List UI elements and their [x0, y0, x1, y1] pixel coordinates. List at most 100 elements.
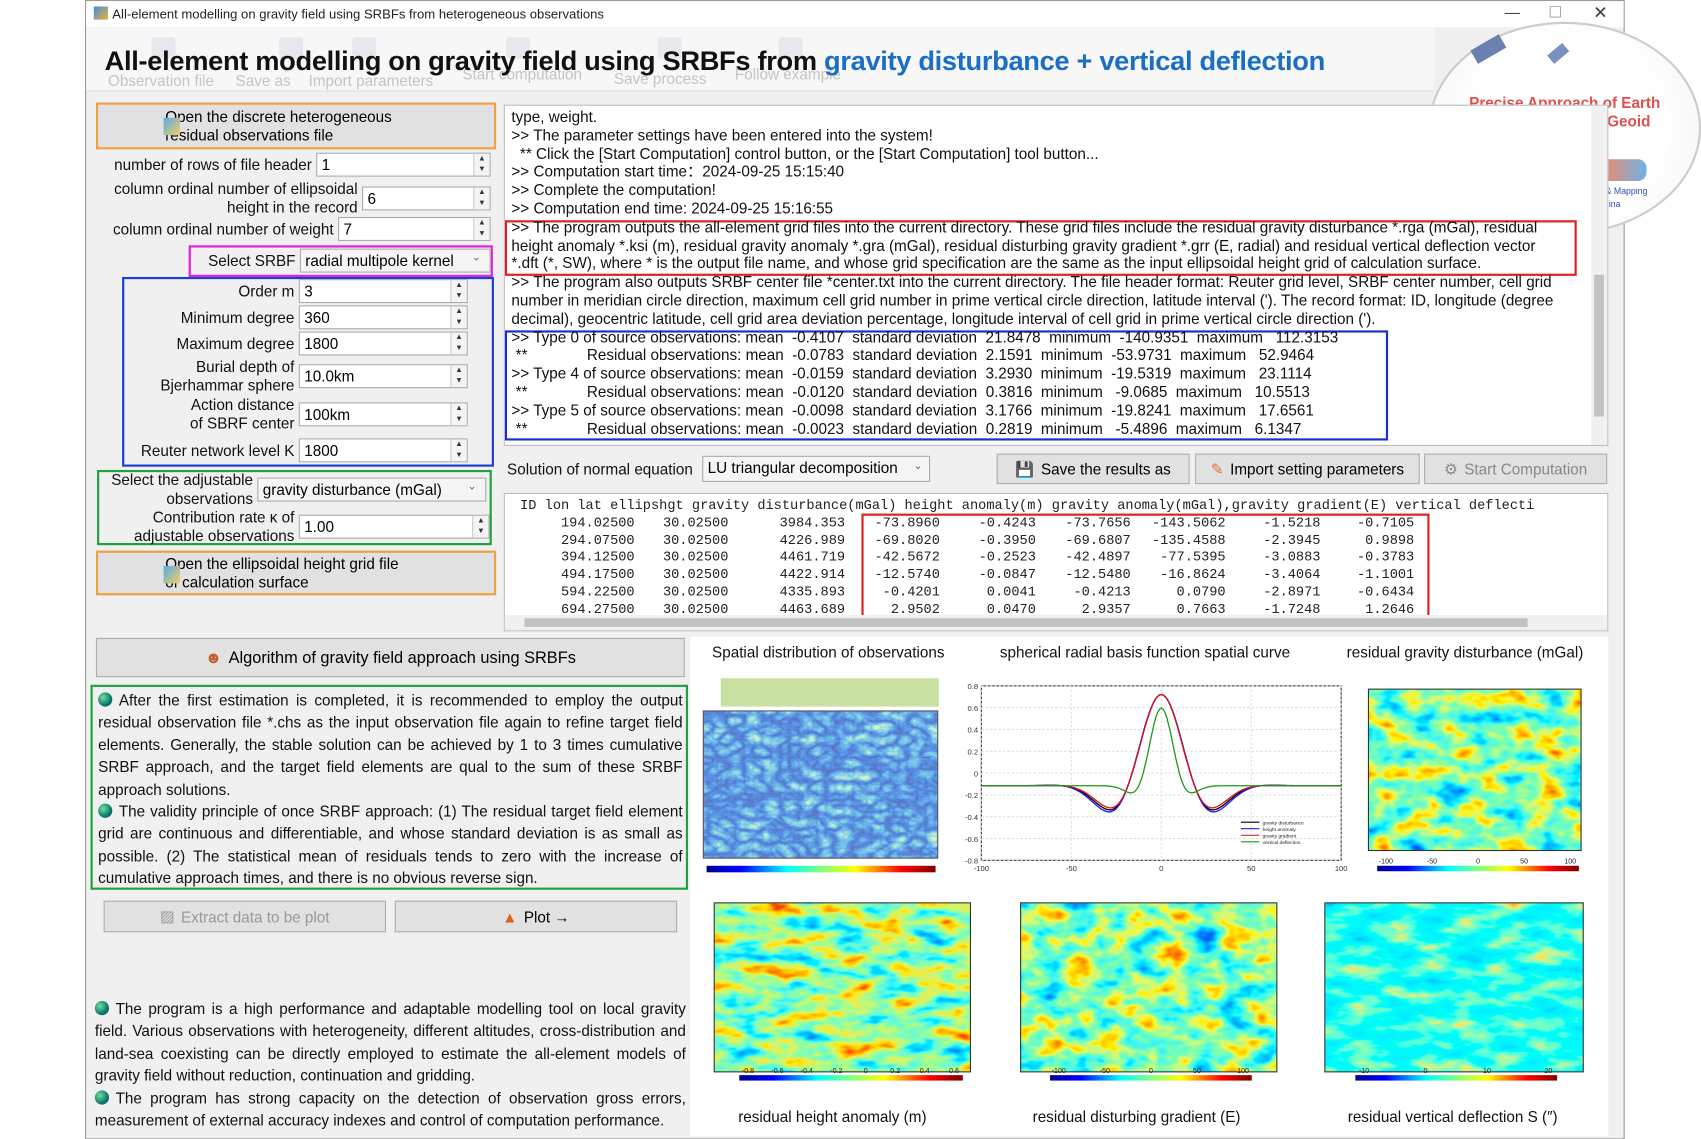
toolbar-label[interactable]: Start computation: [462, 65, 582, 83]
toolbar-icon[interactable]: [352, 37, 377, 59]
start-button[interactable]: ⚙ Start Computation: [1424, 453, 1608, 485]
legend-label: vertical deflection: [1263, 840, 1301, 846]
spin-buttons[interactable]: ▲ ▼: [450, 280, 467, 303]
spin-buttons[interactable]: ▲ ▼: [450, 403, 467, 426]
spin-buttons[interactable]: ▲ ▼: [450, 439, 467, 462]
spin-buttons[interactable]: ▲ ▼: [473, 153, 490, 176]
spin-buttons[interactable]: ▲ ▼: [472, 515, 489, 538]
map-frame: [1324, 902, 1584, 1073]
table-cell: 30.02500: [662, 584, 729, 600]
y-tick-label: -0.4: [965, 813, 979, 822]
import-button[interactable]: ✎ Import setting parameters: [1195, 453, 1420, 485]
colorbar-label: 0: [1424, 1067, 1428, 1075]
toolbar-icon[interactable]: [778, 37, 803, 59]
extract-button[interactable]: ▨ Extract data to be plot: [103, 900, 387, 933]
spin-buttons[interactable]: ▲ ▼: [473, 218, 490, 240]
label-line: height in the record: [226, 198, 358, 216]
colorbar: [706, 865, 936, 873]
spin-buttons[interactable]: ▲ ▼: [450, 332, 467, 355]
note-paragraph: The program is a high performance and ad…: [94, 998, 686, 1087]
open-observations-button[interactable]: Open the discrete heterogeneous residual …: [95, 102, 497, 150]
label-line: of SBRF center: [190, 414, 295, 432]
toolbar-label[interactable]: Follow example: [734, 65, 841, 83]
y-tick-label: -0.2: [965, 791, 978, 800]
note-text: The program is a high performance and ad…: [94, 999, 686, 1085]
toolbar-icon[interactable]: [505, 37, 530, 59]
note-paragraph: The validity principle of once SRBF appr…: [98, 800, 683, 889]
spin-box[interactable]: 1800 ▲ ▼: [298, 438, 468, 463]
observation-map: [703, 710, 938, 859]
spin-box[interactable]: 1.00 ▲ ▼: [298, 514, 490, 539]
label-line: Reuter network level K: [140, 441, 295, 459]
field-label: Contribution rate κ of adjustable observa…: [98, 508, 294, 545]
srbf-parameter-group: [122, 276, 494, 467]
table-cell: 4335.893: [779, 584, 846, 600]
field-value: 360: [304, 308, 330, 327]
colorbar-label: 0.4: [920, 1067, 930, 1075]
label-line: Order m: [238, 281, 295, 300]
field-value: 10.0km: [304, 367, 355, 385]
close[interactable]: ✕: [1593, 4, 1608, 23]
colorbar-label: -0.6: [771, 1067, 783, 1075]
toolbar-icon[interactable]: [151, 37, 176, 59]
dropdown-arrow[interactable]: ⌄: [467, 480, 477, 493]
table-cell: 4: [560, 567, 570, 583]
table-header: ID lon lat ellipshgt gravity disturbance…: [520, 498, 1535, 514]
log-line: ** Residual observations: mean -0.0120 s…: [511, 382, 1310, 401]
toolbar-icon[interactable]: [657, 37, 682, 59]
open-grid-button[interactable]: Open the ellipsoidal height grid file of …: [95, 550, 497, 596]
algorithm-button[interactable]: ☻ Algorithm of gravity field approach usi…: [95, 637, 685, 678]
plot-button[interactable]: ▲ Plot →: [394, 900, 678, 933]
table-cell: 0.9898: [1365, 532, 1415, 549]
window-title: All-element modelling on gravity field u…: [112, 6, 604, 22]
maximize[interactable]: ☐: [1548, 3, 1563, 21]
toolbar-label[interactable]: Import parameters: [308, 71, 434, 90]
spin-box[interactable]: 10.0km ▲ ▼: [298, 364, 468, 389]
toolbar-icon[interactable]: [279, 37, 304, 59]
log-line: >> The program outputs the all-element g…: [511, 217, 1538, 236]
highlight-box: [861, 513, 1430, 618]
field-label: Maximum degree: [98, 334, 294, 353]
field-label: Action distance of SBRF center: [98, 396, 294, 433]
log-line: ** Residual observations: mean -0.0023 s…: [511, 419, 1302, 437]
table-cell: -16.8624: [1160, 567, 1226, 583]
dropdown-arrow[interactable]: ⌄: [471, 251, 481, 264]
table-cell: 0.0470: [986, 601, 1036, 617]
table-cell: -0.4213: [1073, 584, 1131, 600]
spin-box[interactable]: 1 ▲ ▼: [316, 152, 491, 177]
spin-box[interactable]: 100km ▲ ▼: [298, 402, 468, 427]
legend-label: gravity disturbance: [1263, 820, 1304, 826]
spin-box[interactable]: 3 ▲ ▼: [298, 279, 468, 304]
button-label: Algorithm of gravity field approach usin…: [228, 648, 576, 667]
table-cell: -0.3783: [1356, 549, 1415, 566]
spin-buttons[interactable]: ▲ ▼: [473, 187, 490, 210]
toolbar-label[interactable]: Save process: [613, 69, 707, 88]
solution-combo[interactable]: LU triangular decomposition ⌄: [702, 455, 931, 482]
spin-box[interactable]: 360 ▲ ▼: [298, 305, 468, 330]
toolbar-label[interactable]: Observation file: [107, 71, 215, 90]
combo-box[interactable]: radial multipole kernel ⌄: [299, 248, 491, 273]
x-tick-label: -50: [1066, 864, 1077, 873]
log-panel[interactable]: type, weight. >> The parameter settings h…: [503, 104, 1609, 446]
colorbar-label: -0.2: [830, 1067, 842, 1075]
spin-box[interactable]: 6 ▲ ▼: [362, 186, 491, 211]
scrollbar[interactable]: [1590, 105, 1608, 445]
field-value: gravity disturbance (mGal): [262, 480, 442, 499]
save-results-button[interactable]: 💾 Save the results as: [996, 453, 1190, 485]
log-line: >> The program also outputs SRBF center …: [511, 272, 1552, 291]
spin-buttons[interactable]: ▲ ▼: [450, 365, 467, 388]
combo-box[interactable]: gravity disturbance (mGal) ⌄: [257, 477, 487, 502]
y-tick-label: 0: [974, 769, 978, 778]
label-line: observations: [166, 489, 253, 508]
h-scrollbar[interactable]: [504, 614, 1608, 631]
spin-box[interactable]: 7 ▲ ▼: [338, 216, 491, 241]
toolbar-label[interactable]: Save as: [235, 71, 291, 90]
map-strip: [720, 678, 939, 707]
spin-box[interactable]: 1800 ▲ ▼: [298, 331, 468, 356]
map-frame: [1367, 688, 1582, 852]
result-table[interactable]: ID lon lat ellipshgt gravity disturbance…: [503, 492, 1609, 632]
field-label: Minimum degree: [98, 308, 295, 327]
table-cell: 30.02500: [662, 515, 729, 532]
minimize[interactable]: —: [1504, 3, 1521, 21]
spin-buttons[interactable]: ▲ ▼: [450, 306, 467, 329]
